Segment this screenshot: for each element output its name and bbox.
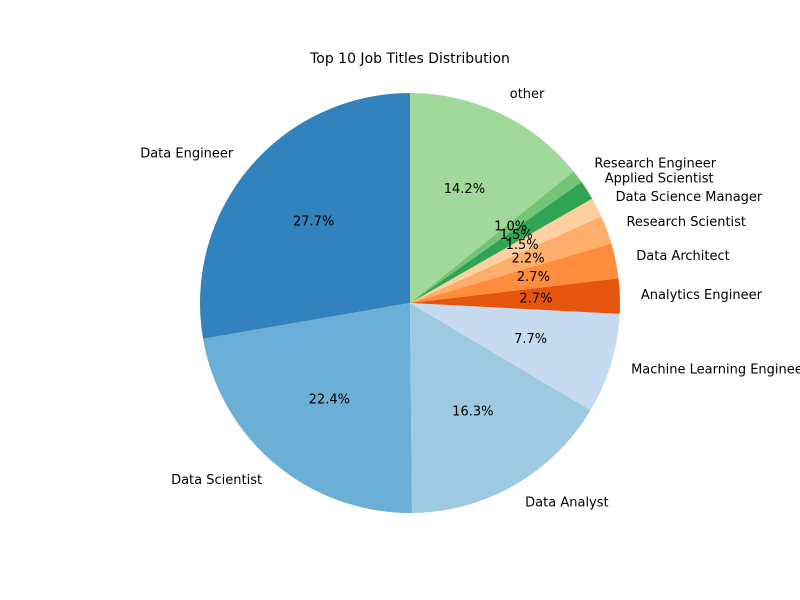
pie-slice-applied-scientist bbox=[410, 181, 593, 303]
category-label-research-scientist: Research Scientist bbox=[626, 215, 746, 230]
pie-slice-research-engineer bbox=[410, 171, 582, 303]
pie-slice-analytics-engineer bbox=[410, 278, 620, 314]
pie-slice-data-science-manager bbox=[410, 198, 602, 303]
pie-slice-data-analyst bbox=[410, 303, 591, 513]
percentage-label-other: 14.2% bbox=[444, 182, 485, 197]
category-label-data-scientist: Data Scientist bbox=[171, 473, 262, 488]
percentage-label-data-science-manager: 1.5% bbox=[506, 238, 539, 253]
percentage-label-data-scientist: 22.4% bbox=[309, 392, 350, 407]
category-label-data-engineer: Data Engineer bbox=[140, 147, 234, 162]
category-label-other: other bbox=[510, 87, 545, 102]
pie-slices bbox=[199, 93, 620, 513]
category-label-research-engineer: Research Engineer bbox=[594, 156, 716, 171]
percentage-labels: 27.7%22.4%16.3%7.7%2.7%2.7%2.2%1.5%1.5%1… bbox=[293, 182, 552, 420]
pie-slice-machine-learning-engineer bbox=[410, 303, 620, 411]
category-label-applied-scientist: Applied Scientist bbox=[605, 171, 714, 186]
percentage-label-machine-learning-engineer: 7.7% bbox=[514, 332, 547, 347]
percentage-label-data-engineer: 27.7% bbox=[293, 214, 334, 229]
percentage-label-data-analyst: 16.3% bbox=[452, 405, 493, 420]
category-label-data-analyst: Data Analyst bbox=[525, 496, 608, 511]
pie-slice-other bbox=[410, 93, 574, 303]
category-label-machine-learning-engineer: Machine Learning Engineer bbox=[631, 362, 800, 377]
percentage-label-research-scientist: 2.2% bbox=[512, 251, 545, 266]
category-labels: Data Engineer Data Scientist Data Analyst M… bbox=[140, 87, 800, 511]
category-label-analytics-engineer: Analytics Engineer bbox=[641, 288, 763, 303]
percentage-label-research-engineer: 1.0% bbox=[494, 220, 527, 235]
percentage-label-applied-scientist: 1.5% bbox=[500, 228, 533, 243]
category-label-data-science-manager: Data Science Manager bbox=[616, 190, 763, 205]
pie-slice-research-scientist bbox=[410, 216, 612, 303]
category-label-data-architect: Data Architect bbox=[636, 249, 729, 264]
percentage-label-data-architect: 2.7% bbox=[517, 270, 550, 285]
pie-slice-data-scientist bbox=[203, 303, 412, 513]
percentage-label-analytics-engineer: 2.7% bbox=[519, 291, 552, 306]
chart-title: Top 10 Job Titles Distribution bbox=[309, 51, 510, 67]
pie-slice-data-engineer bbox=[199, 93, 410, 339]
pie-slice-data-architect bbox=[410, 243, 619, 303]
